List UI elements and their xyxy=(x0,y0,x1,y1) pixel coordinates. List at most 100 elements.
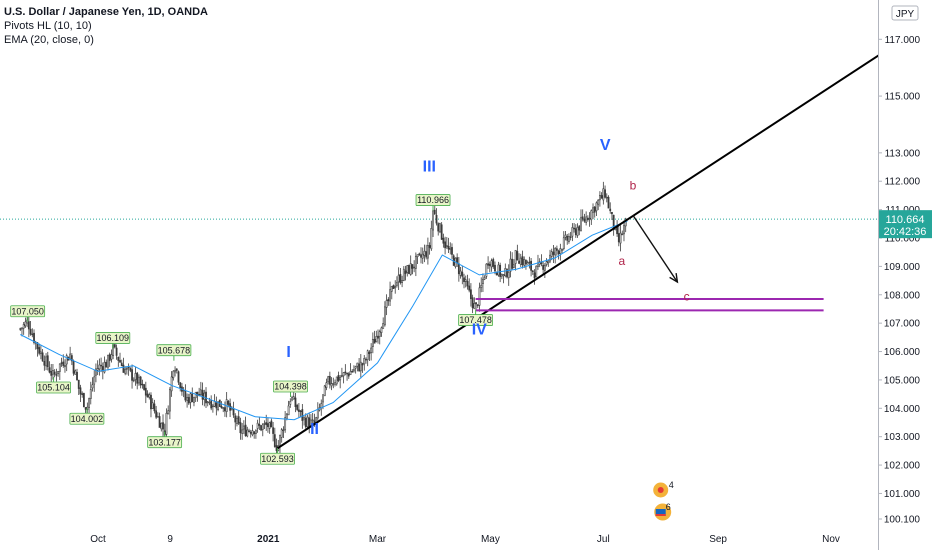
candle-body xyxy=(385,300,388,308)
candle-body xyxy=(408,265,410,274)
candle-body xyxy=(84,407,87,410)
candle-body xyxy=(530,260,532,271)
candle-body xyxy=(132,379,135,382)
candle-body xyxy=(199,389,202,395)
candle-body xyxy=(380,327,383,333)
candle-body xyxy=(287,405,290,416)
pivots-indicator-label[interactable]: Pivots HL (10, 10) xyxy=(4,20,92,32)
candle-body xyxy=(170,376,173,392)
candle-body xyxy=(580,217,582,231)
candle-body xyxy=(361,363,364,366)
candle-body xyxy=(268,422,271,429)
candle-body xyxy=(449,247,452,250)
candle-body xyxy=(77,379,80,389)
candle-body xyxy=(488,263,491,266)
candle-body xyxy=(24,321,27,327)
candle-body xyxy=(93,376,96,385)
time-tick-label: 9 xyxy=(167,534,173,545)
candle-body xyxy=(282,429,285,431)
wave-label: III xyxy=(423,158,436,175)
candle-body xyxy=(485,263,488,277)
pivot-high-label[interactable]: 105.678 xyxy=(156,344,192,361)
candle-body xyxy=(423,250,426,256)
candle-body xyxy=(249,431,252,434)
candle-body xyxy=(265,422,268,426)
symbol-title[interactable]: U.S. Dollar / Japanese Yen, 1D, OANDA xyxy=(4,6,208,18)
candle-body xyxy=(561,249,563,251)
candle-body xyxy=(518,260,520,264)
candle-body xyxy=(590,210,593,221)
pivot-low-label[interactable]: 102.593 xyxy=(260,448,295,465)
pivot-low-label[interactable]: 105.104 xyxy=(36,376,71,394)
economic-events-icon[interactable]: 46 xyxy=(652,480,674,522)
candle-body xyxy=(526,262,529,265)
pivot-value: 102.593 xyxy=(261,454,294,464)
candle-body xyxy=(69,353,72,360)
pivot-box xyxy=(260,452,295,465)
candle-body xyxy=(43,360,46,366)
candle-body xyxy=(222,407,225,409)
candle-body xyxy=(457,263,460,275)
candle-body xyxy=(242,425,245,430)
candle-body xyxy=(303,417,305,420)
pivot-box xyxy=(458,314,494,326)
wave-label: I xyxy=(286,344,290,361)
candle-body xyxy=(600,195,603,199)
candle-body xyxy=(351,370,354,373)
pivot-high-label[interactable]: 104.398 xyxy=(273,380,308,398)
pivot-low-label[interactable]: 104.002 xyxy=(69,408,105,425)
candle-body xyxy=(160,422,163,430)
candle-body xyxy=(466,281,469,287)
candle-body xyxy=(322,394,324,403)
candle-body xyxy=(55,374,58,376)
trend-line[interactable] xyxy=(277,38,904,450)
pivot-value: 107.478 xyxy=(459,315,492,325)
candle-body xyxy=(48,367,51,373)
pivot-low-label[interactable]: 107.478 xyxy=(458,309,494,326)
pivot-high-label[interactable]: 107.050 xyxy=(10,305,46,322)
candle-body xyxy=(566,236,569,241)
pivot-high-label[interactable]: 110.966 xyxy=(415,194,451,211)
candle-body xyxy=(543,265,546,271)
candle-body xyxy=(332,383,335,385)
price-tick-label: 108.000 xyxy=(884,290,921,301)
candle-body xyxy=(475,302,477,305)
wave-label: II xyxy=(310,421,319,438)
candle-body xyxy=(41,352,44,362)
pivot-value: 106.109 xyxy=(97,333,130,343)
pivot-value: 110.966 xyxy=(417,195,449,205)
candle-body xyxy=(330,383,333,387)
pivot-high-label[interactable]: 106.109 xyxy=(95,332,131,349)
candle-body xyxy=(134,373,137,380)
candle-body xyxy=(107,354,109,368)
price-tick-label: 101.000 xyxy=(884,489,921,500)
candle-body xyxy=(98,364,101,370)
candle-body xyxy=(509,258,512,272)
candle-body xyxy=(258,424,261,426)
ema-indicator-label[interactable]: EMA (20, close, 0) xyxy=(4,34,94,46)
event-count-bottom: 6 xyxy=(666,502,671,512)
price-tick-label: 113.000 xyxy=(885,148,921,159)
candle-body xyxy=(439,223,441,233)
projection-arrow[interactable] xyxy=(632,214,678,283)
currency-button[interactable]: JPY xyxy=(891,5,919,21)
candle-body xyxy=(248,430,250,432)
pivot-labels: 107.050 105.104 104.002 106.109 103.177 105.6… xyxy=(10,194,494,465)
candle-body xyxy=(144,387,147,396)
candle-body xyxy=(52,370,54,375)
currency-box xyxy=(891,5,919,21)
price-badge-bg xyxy=(879,210,932,239)
wave-label: c xyxy=(684,289,690,303)
wave-label: b xyxy=(630,179,637,193)
candle-body xyxy=(260,425,262,431)
price-tick-label: 103.000 xyxy=(884,432,921,443)
candle-body xyxy=(38,347,41,354)
pivot-low-label[interactable]: 103.177 xyxy=(147,431,183,449)
candle-body xyxy=(464,279,467,282)
candle-body xyxy=(162,422,164,430)
wave-label: V xyxy=(600,137,611,154)
pivot-box xyxy=(95,332,131,344)
candle-body xyxy=(562,237,565,250)
candle-body xyxy=(36,342,39,350)
